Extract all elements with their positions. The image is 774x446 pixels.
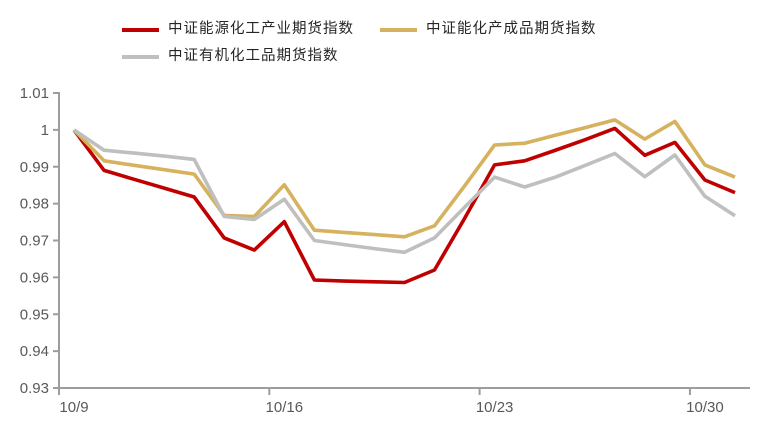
legend-item-energy-chem-industry-index: 中证能源化工产业期货指数 xyxy=(122,21,354,38)
legend-line-swatch-gold xyxy=(380,27,417,32)
legend-label: 中证能化产成品期货指数 xyxy=(426,21,597,37)
legend-item-organic-chem-index: 中证有机化工品期货指数 xyxy=(122,47,339,65)
y-axis-tick-label: 0.98 xyxy=(20,196,49,213)
y-axis-tick-label: 0.95 xyxy=(20,306,49,323)
legend-line-swatch-red xyxy=(122,27,159,32)
x-axis-tick-label: 10/9 xyxy=(59,399,88,416)
legend-label: 中证能源化工产业期货指数 xyxy=(168,21,354,37)
x-axis-tick-label: 10/23 xyxy=(476,399,514,416)
legend-line-swatch-gray xyxy=(122,54,159,59)
y-axis-tick-label: 0.93 xyxy=(20,380,49,397)
legend-item-refined-products-index: 中证能化产成品期货指数 xyxy=(380,21,597,38)
y-axis-tick-label: 1 xyxy=(41,122,49,139)
series-line-1 xyxy=(72,118,736,239)
y-axis-tick-label: 0.97 xyxy=(20,233,49,250)
y-axis-tick-label: 0.96 xyxy=(20,269,49,286)
y-axis-tick-label: 1.01 xyxy=(20,85,49,102)
legend-label: 中证有机化工品期货指数 xyxy=(168,47,339,64)
series-line-0 xyxy=(72,126,736,285)
chart-legend: 中证能源化工产业期货指数 中证能化产成品期货指数 中证有机化工品期货指数 xyxy=(122,21,702,65)
series-line-2 xyxy=(72,128,736,255)
x-axis-tick-label: 10/30 xyxy=(686,399,724,416)
x-axis-tick-label: 10/16 xyxy=(266,399,304,416)
y-axis-tick-label: 0.94 xyxy=(20,343,49,360)
y-axis-tick-label: 0.99 xyxy=(20,159,49,176)
